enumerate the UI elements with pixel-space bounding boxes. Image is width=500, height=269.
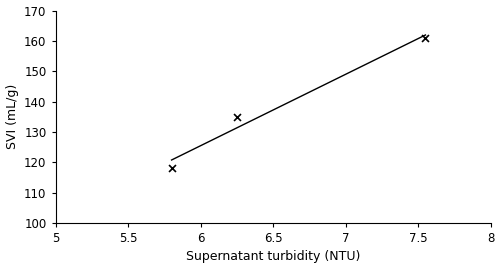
Point — [233, 115, 241, 119]
X-axis label: Supernatant turbidity (NTU): Supernatant turbidity (NTU) — [186, 250, 360, 263]
Y-axis label: SVI (mL/g): SVI (mL/g) — [6, 84, 18, 149]
Point — [168, 166, 175, 171]
Point — [422, 36, 430, 40]
